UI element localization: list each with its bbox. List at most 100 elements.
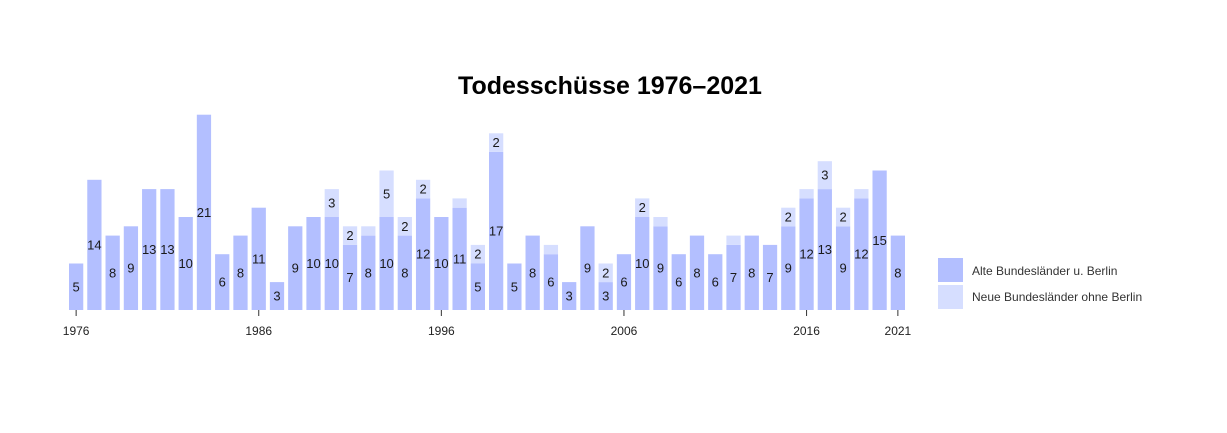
bar-label-alte-2010: 8 [693, 265, 700, 280]
bar-label-alte-2018: 9 [839, 261, 846, 276]
bar-label-alte-1987: 3 [273, 289, 280, 304]
bar-neue-2017 [817, 161, 832, 190]
bar-alte-2002 [543, 254, 559, 310]
bar-alte-1988 [288, 226, 303, 310]
bar-alte-1977 [87, 179, 102, 310]
bar-label-alte-2013: 8 [748, 265, 755, 280]
bar-alte-1980 [142, 189, 157, 310]
bar-label-alte-1976: 5 [73, 279, 80, 294]
bar-alte-2006 [616, 254, 632, 310]
bar-alte-1984 [215, 254, 230, 310]
x-axis: 1976 1986 1996 2006 2016 2021 [63, 310, 912, 338]
bar-neue-2015 [781, 207, 796, 227]
bar-label-neue-1993: 5 [383, 186, 390, 201]
bar-label-neue-2018: 2 [839, 210, 846, 225]
bar-label-alte-1977: 14 [87, 237, 101, 252]
bar-alte-2017 [817, 189, 832, 310]
bar-alte-1998 [470, 263, 485, 310]
bar-alte-1991 [342, 244, 358, 310]
bar-label-alte-1995: 12 [416, 247, 430, 262]
bar-neue-1999 [489, 133, 504, 152]
bar-label-alte-1985: 8 [237, 265, 244, 280]
x-tick-label-2021: 2021 [885, 324, 912, 338]
legend: Alte Bundesländer u. Berlin Neue Bundesl… [938, 258, 1142, 309]
bar-label-alte-2011: 6 [712, 275, 719, 290]
bar-label-neue-2017: 3 [821, 168, 828, 183]
bar-alte-1981 [160, 189, 175, 310]
bar-label-alte-1986: 11 [252, 251, 266, 266]
bar-label-neue-1999: 2 [493, 135, 500, 150]
bar-neue-1993 [379, 170, 394, 217]
bar-label-alte-1983: 21 [197, 205, 211, 220]
bar-label-alte-2009: 6 [675, 275, 682, 290]
bar-label-alte-2020: 15 [872, 233, 886, 248]
x-tick-label-2006: 2006 [611, 324, 638, 338]
bar-label-alte-2012: 7 [730, 270, 737, 285]
bar-neue-1990 [324, 189, 339, 217]
bar-neue-1997 [452, 198, 467, 208]
bar-alte-2016 [799, 198, 814, 310]
bar-label-alte-2001: 8 [529, 265, 536, 280]
bar-label-alte-2005: 3 [602, 289, 609, 304]
bar-alte-1987 [269, 282, 285, 310]
bar-label-neue-1995: 2 [419, 182, 426, 197]
bar-alte-1995 [415, 198, 431, 310]
x-tick-label-2016: 2016 [793, 324, 820, 338]
bar-alte-2019 [854, 198, 869, 310]
bar-alte-2004 [580, 226, 595, 310]
bar-label-alte-1989: 10 [306, 256, 320, 271]
bar-label-neue-1998: 2 [474, 247, 481, 262]
bar-label-neue-1994: 2 [401, 219, 408, 234]
bar-alte-2013 [744, 235, 759, 310]
bar-label-alte-2000: 5 [511, 279, 518, 294]
bar-label-alte-2006: 6 [620, 275, 627, 290]
bar-alte-2009 [671, 254, 686, 310]
bar-alte-2005 [598, 282, 613, 310]
bar-alte-1994 [397, 235, 412, 310]
bar-alte-2003 [562, 282, 577, 310]
bar-neue-1991 [342, 226, 358, 245]
bar-label-alte-2017: 13 [818, 242, 832, 257]
bar-label-alte-2008: 9 [657, 261, 664, 276]
bar-alte-1999 [489, 151, 504, 310]
bar-neue-2005 [598, 263, 613, 283]
bar-label-alte-1997: 11 [453, 251, 467, 266]
bar-label-alte-2015: 9 [785, 261, 792, 276]
bar-label-alte-2007: 10 [635, 256, 649, 271]
bar-label-neue-2005: 2 [602, 265, 609, 280]
bar-label-alte-1994: 8 [401, 265, 408, 280]
legend-label-alte: Alte Bundesländer u. Berlin [972, 264, 1117, 278]
bar-label-alte-1988: 9 [292, 261, 299, 276]
bar-alte-1985 [233, 235, 248, 310]
bar-label-alte-2019: 12 [854, 247, 868, 262]
bar-alte-2018 [835, 226, 851, 310]
bar-alte-2010 [689, 235, 705, 310]
bar-label-neue-2015: 2 [785, 210, 792, 225]
bar-label-alte-1990: 10 [325, 256, 339, 271]
bar-neue-2016 [799, 189, 814, 199]
bar-label-alte-1993: 10 [379, 256, 393, 271]
bar-alte-2014 [762, 244, 778, 310]
bar-neue-1998 [470, 244, 485, 264]
bar-neue-2012 [726, 235, 741, 245]
bar-label-alte-2004: 9 [584, 261, 591, 276]
chart-title: Todesschüsse 1976–2021 [458, 72, 762, 100]
bar-alte-1982 [178, 217, 193, 310]
x-tick-label-1976: 1976 [63, 324, 90, 338]
bar-alte-1978 [105, 235, 120, 310]
legend-swatch-neue [938, 285, 963, 309]
bar-label-alte-1981: 13 [160, 242, 174, 257]
bar-label-neue-2007: 2 [639, 200, 646, 215]
bar-alte-1979 [123, 226, 139, 310]
bar-alte-1983 [196, 114, 212, 310]
bar-alte-2011 [708, 254, 723, 310]
bars-group [69, 114, 905, 310]
bar-neue-1992 [361, 226, 376, 236]
bar-label-alte-1980: 13 [142, 242, 156, 257]
bar-alte-2000 [507, 263, 522, 310]
bar-neue-1995 [415, 179, 431, 199]
legend-swatch-alte [938, 258, 963, 282]
bar-alte-1997 [452, 207, 467, 310]
bar-alte-2015 [781, 226, 796, 310]
